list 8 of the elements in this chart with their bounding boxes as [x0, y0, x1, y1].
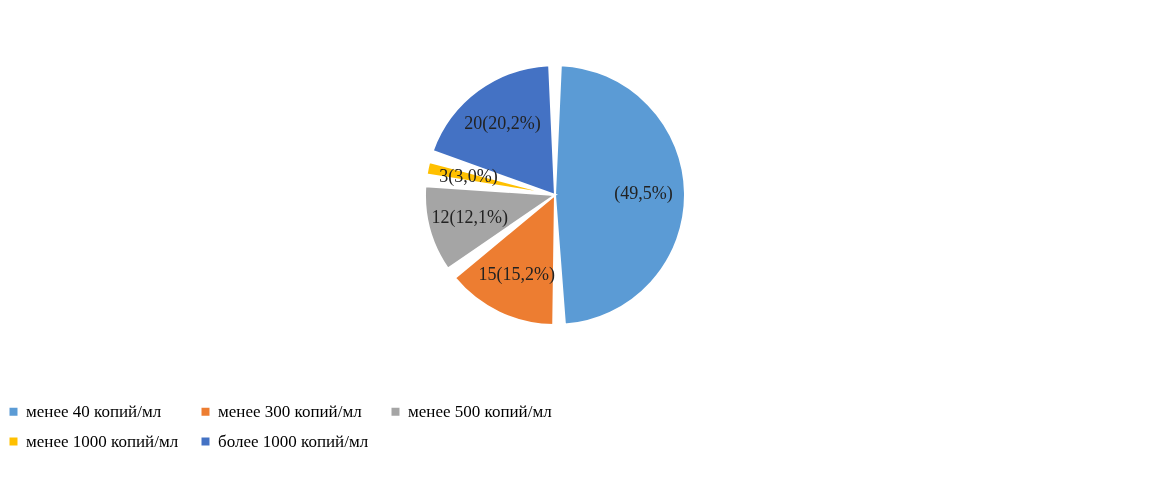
legend-label: менее 500 копий/мл	[408, 401, 553, 421]
legend-label: менее 300 копий/мл	[218, 401, 363, 421]
data-label: 20(20,2%)	[464, 112, 541, 134]
data-label: 12(12,1%)	[431, 207, 508, 229]
legend-label: менее 1000 копий/мл	[26, 431, 179, 451]
data-label: (49,5%)	[614, 182, 673, 204]
legend-label: более 1000 копий/мл	[218, 431, 369, 451]
legend-label: менее 40 копий/мл	[26, 401, 162, 421]
